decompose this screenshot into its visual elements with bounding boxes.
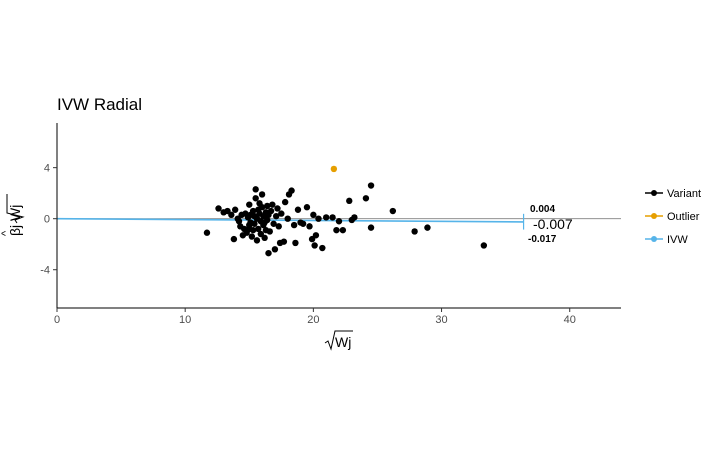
variant-point-73 xyxy=(319,244,326,252)
x-ticks: 0 10 20 30 40 xyxy=(54,308,576,326)
variant-point-49 xyxy=(270,220,277,227)
variant-point-89 xyxy=(246,225,253,233)
variant-point-61 xyxy=(290,221,298,229)
variant-point-21 xyxy=(249,207,257,215)
variant-point-42 xyxy=(264,202,271,210)
x-axis-title-text: Wj xyxy=(335,334,351,350)
x-tick-label-40: 40 xyxy=(564,314,576,326)
variant-point-75 xyxy=(329,214,336,221)
variant-point-55 xyxy=(278,210,285,217)
variant-point-5 xyxy=(230,235,238,243)
variant-point-70 xyxy=(311,242,318,249)
y-tick-label-4: 4 xyxy=(44,163,50,175)
x-tick-label-0: 0 xyxy=(54,314,60,326)
variant-point-4 xyxy=(228,211,235,219)
variant-point-86 xyxy=(411,228,418,235)
plot-area: 0.004-0.007 -0.017 xyxy=(56,165,621,257)
y-tick-label-0: 0 xyxy=(44,214,50,226)
variant-point-84 xyxy=(367,224,375,231)
variant-point-69 xyxy=(310,211,317,219)
variant-point-78 xyxy=(339,226,347,234)
variant-point-48 xyxy=(269,201,276,208)
x-tick-label-20: 20 xyxy=(307,314,319,326)
variant-point-17 xyxy=(246,201,253,208)
variant-point-27 xyxy=(253,237,261,244)
y-tick-label--4: -4 xyxy=(40,265,50,277)
variant-point-83 xyxy=(367,182,375,189)
variant-point-39 xyxy=(261,234,268,242)
ivw-estimate-label: -0.007 xyxy=(533,216,573,232)
variant-point-8 xyxy=(235,218,243,225)
variant-point-45 xyxy=(265,249,272,257)
variant-point-26 xyxy=(252,186,259,193)
variant-point-53 xyxy=(275,223,282,230)
variant-point-1 xyxy=(215,205,222,212)
variant-point-24 xyxy=(251,220,258,227)
variant-point-50 xyxy=(271,246,279,253)
legend-variant-label: Variant xyxy=(667,188,701,200)
y-ticks: -4 0 4 xyxy=(40,163,57,277)
variant-point-35 xyxy=(258,204,266,211)
y-axis-title: βj Wj ^ xyxy=(0,194,25,236)
variant-point-67 xyxy=(306,223,313,230)
variant-point-81 xyxy=(351,214,358,221)
legend-outlier-label: Outlier xyxy=(667,211,700,223)
variant-point-57 xyxy=(281,198,289,206)
y-axis-title-radical xyxy=(6,194,25,224)
variant-point-71 xyxy=(312,232,320,239)
variant-point-66 xyxy=(303,204,311,211)
variant-point-90 xyxy=(261,219,268,226)
variant-point-51 xyxy=(272,212,280,220)
variant-point-58 xyxy=(284,215,291,222)
x-tick-label-10: 10 xyxy=(179,314,191,326)
variant-point-47 xyxy=(267,207,275,215)
variant-point-74 xyxy=(322,214,330,221)
legend-ivw-label: IVW xyxy=(667,234,688,246)
ivw-lower-label: -0.017 xyxy=(528,234,557,245)
variant-point-25 xyxy=(252,195,259,202)
variant-point-36 xyxy=(258,191,266,198)
chart-title: IVW Radial xyxy=(57,95,142,114)
legend: Variant Outlier IVW xyxy=(645,188,701,246)
variant-point-87 xyxy=(424,224,431,231)
variant-point-46 xyxy=(266,228,273,235)
legend-ivw-marker xyxy=(651,236,657,242)
variant-point-77 xyxy=(335,218,343,225)
variant-point-85 xyxy=(389,207,397,215)
variant-point-0 xyxy=(203,229,211,236)
variant-point-79 xyxy=(346,197,353,205)
variant-point-56 xyxy=(280,238,288,245)
variant-point-72 xyxy=(315,215,322,222)
variant-point-20 xyxy=(248,233,256,240)
legend-variant-marker xyxy=(651,190,657,196)
ivw-upper-label: 0.004 xyxy=(530,204,555,215)
variant-point-88 xyxy=(480,242,488,249)
variant-point-30 xyxy=(255,225,262,233)
variant-point-65 xyxy=(299,220,307,227)
variant-point-76 xyxy=(333,226,340,234)
variant-point-63 xyxy=(294,206,302,213)
y-axis-title-hat: ^ xyxy=(0,230,12,236)
legend-outlier-marker xyxy=(651,213,657,219)
x-axis-title: Wj xyxy=(324,330,353,351)
x-axis-title-radical xyxy=(324,330,353,351)
variant-point-52 xyxy=(274,205,281,212)
variant-point-62 xyxy=(292,239,299,247)
outlier-point-0 xyxy=(330,165,338,173)
x-tick-label-30: 30 xyxy=(435,314,447,326)
variant-point-60 xyxy=(288,187,295,194)
variant-point-82 xyxy=(362,195,370,202)
variant-point-6 xyxy=(231,206,239,213)
